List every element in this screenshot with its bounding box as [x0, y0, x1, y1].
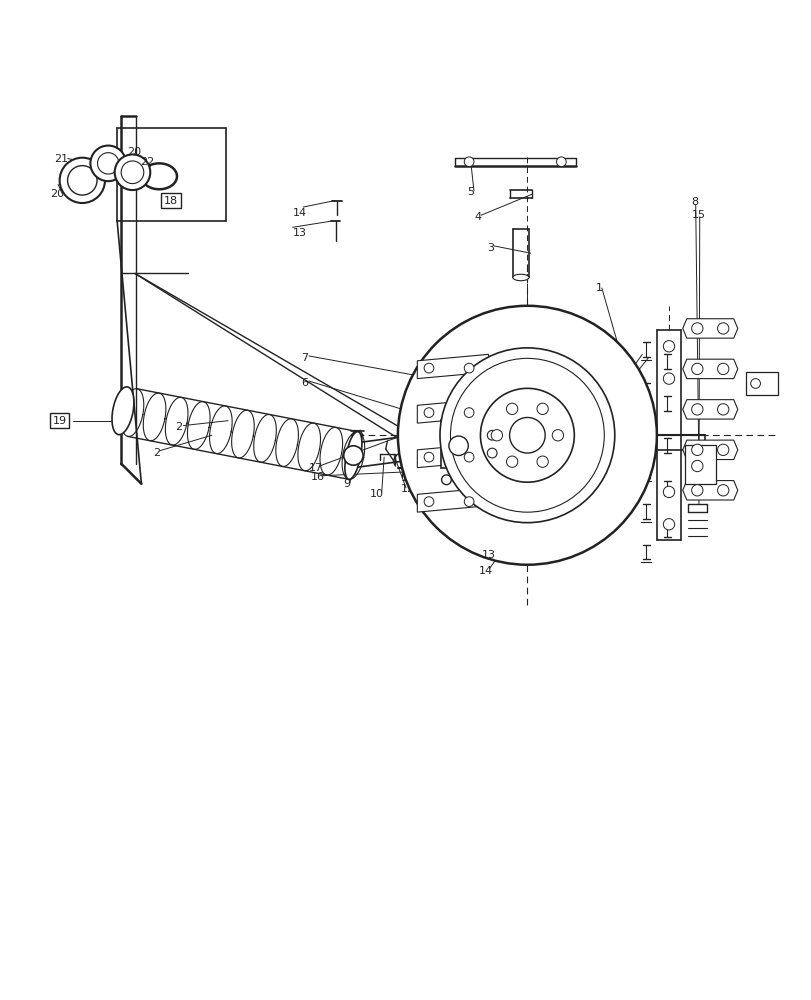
- Polygon shape: [417, 399, 488, 423]
- Circle shape: [717, 444, 728, 455]
- Text: 18: 18: [164, 196, 178, 206]
- Circle shape: [423, 452, 433, 462]
- Text: 2: 2: [175, 422, 182, 432]
- Polygon shape: [682, 319, 737, 338]
- Ellipse shape: [112, 387, 134, 435]
- Circle shape: [691, 404, 702, 415]
- Circle shape: [717, 404, 728, 415]
- Circle shape: [423, 363, 433, 373]
- Circle shape: [450, 358, 603, 512]
- Polygon shape: [417, 354, 488, 379]
- Circle shape: [663, 519, 674, 530]
- Circle shape: [441, 475, 451, 485]
- Circle shape: [67, 166, 97, 195]
- Circle shape: [487, 430, 496, 440]
- Text: 14: 14: [292, 208, 307, 218]
- Text: 20: 20: [50, 189, 64, 199]
- Text: 13: 13: [482, 550, 496, 560]
- Ellipse shape: [345, 432, 362, 479]
- Text: 22: 22: [140, 157, 155, 167]
- Circle shape: [717, 323, 728, 334]
- Circle shape: [464, 157, 474, 167]
- Text: 17: 17: [308, 463, 323, 473]
- Text: 21: 21: [54, 154, 68, 164]
- Circle shape: [663, 373, 674, 384]
- Polygon shape: [417, 443, 488, 468]
- Text: 13: 13: [292, 228, 307, 238]
- Circle shape: [121, 161, 144, 184]
- Circle shape: [691, 363, 702, 375]
- Circle shape: [691, 460, 702, 472]
- Polygon shape: [682, 400, 737, 419]
- Circle shape: [114, 154, 150, 190]
- Text: 4: 4: [474, 212, 480, 222]
- Circle shape: [691, 323, 702, 334]
- Circle shape: [397, 306, 656, 565]
- Polygon shape: [682, 481, 737, 500]
- Circle shape: [509, 417, 544, 453]
- Circle shape: [551, 430, 563, 441]
- Text: 2: 2: [153, 448, 161, 458]
- Circle shape: [750, 379, 760, 388]
- Text: 14: 14: [478, 566, 492, 576]
- Circle shape: [556, 157, 565, 167]
- Bar: [745, 372, 777, 395]
- Circle shape: [59, 158, 105, 203]
- Circle shape: [536, 403, 547, 415]
- Polygon shape: [417, 488, 488, 512]
- Polygon shape: [682, 359, 737, 379]
- Circle shape: [90, 146, 126, 181]
- Circle shape: [506, 403, 517, 415]
- Circle shape: [464, 452, 474, 462]
- Circle shape: [691, 444, 702, 455]
- Circle shape: [448, 436, 468, 455]
- Circle shape: [440, 348, 614, 523]
- Circle shape: [97, 153, 118, 174]
- Circle shape: [423, 497, 433, 506]
- Circle shape: [717, 485, 728, 496]
- Text: 19: 19: [53, 416, 67, 426]
- Circle shape: [663, 341, 674, 352]
- Text: 10: 10: [369, 489, 383, 499]
- Text: 16: 16: [311, 472, 325, 482]
- Circle shape: [343, 446, 363, 465]
- Circle shape: [423, 408, 433, 417]
- Circle shape: [464, 497, 474, 506]
- Text: 12: 12: [400, 484, 414, 494]
- FancyBboxPatch shape: [440, 420, 476, 468]
- Ellipse shape: [513, 274, 528, 281]
- Circle shape: [464, 408, 474, 417]
- Text: 6: 6: [300, 378, 307, 388]
- Text: 7: 7: [300, 353, 307, 363]
- Circle shape: [663, 486, 674, 498]
- Circle shape: [491, 430, 502, 441]
- Text: 15: 15: [691, 210, 705, 220]
- Text: 8: 8: [691, 197, 698, 207]
- Circle shape: [464, 363, 474, 373]
- Circle shape: [480, 388, 573, 482]
- Circle shape: [717, 363, 728, 375]
- Text: 20: 20: [127, 147, 141, 157]
- Bar: [684, 445, 715, 484]
- Circle shape: [487, 448, 496, 458]
- Circle shape: [691, 485, 702, 496]
- Text: 9: 9: [343, 479, 350, 489]
- Circle shape: [536, 456, 547, 467]
- Circle shape: [506, 456, 517, 467]
- Text: 3: 3: [487, 243, 493, 253]
- Text: 5: 5: [466, 187, 473, 197]
- Polygon shape: [682, 440, 737, 460]
- Text: 11: 11: [400, 473, 414, 483]
- Text: 1: 1: [595, 283, 603, 293]
